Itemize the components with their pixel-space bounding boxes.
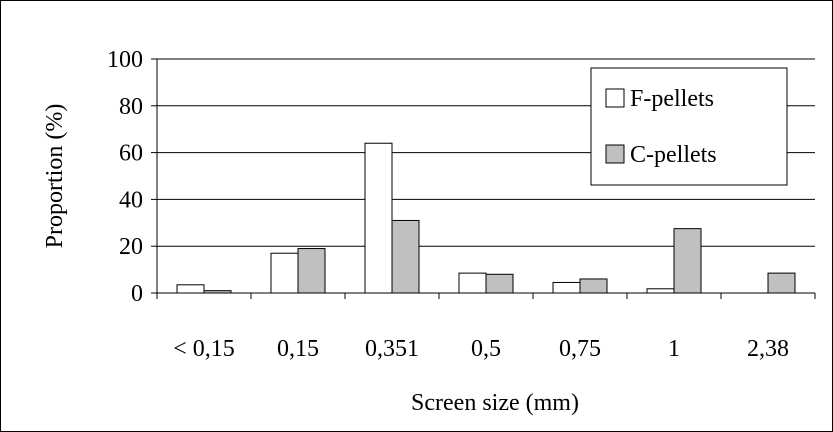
legend: F-pellets C-pellets — [590, 67, 788, 186]
y-tick-label: 40 — [119, 187, 143, 213]
y-tick-label: 20 — [119, 234, 143, 260]
x-axis-title: Screen size (mm) — [411, 390, 579, 416]
gridlines — [157, 58, 815, 247]
y-tick-label: 0 — [131, 281, 143, 307]
legend-box — [590, 67, 788, 186]
legend-swatch-c-pellets — [605, 144, 625, 164]
x-tick-label: 2,38 — [747, 336, 789, 362]
bar-f-pellets-1 — [270, 252, 299, 294]
bar-f-pellets-0 — [176, 284, 205, 294]
bar-c-pellets-6 — [767, 272, 796, 294]
y-axis-title: Proportion (%) — [42, 104, 68, 249]
x-tick-label: 0,15 — [277, 336, 319, 362]
bars — [176, 142, 796, 294]
x-tick-label: 0,75 — [559, 336, 601, 362]
y-tick-labels: 0 20 40 60 80 100 — [107, 47, 143, 307]
x-tick-label: 0,5 — [471, 336, 501, 362]
bar-c-pellets-2 — [391, 219, 420, 294]
y-tick-label: 80 — [119, 94, 143, 120]
x-tick-label: 1 — [668, 336, 680, 362]
bar-f-pellets-4 — [552, 281, 581, 294]
axes — [151, 58, 816, 299]
x-tick-labels: < 0,15 0,15 0,351 0,5 0,75 1 2,38 — [173, 336, 789, 362]
bar-f-pellets-3 — [458, 272, 487, 294]
y-tick-label: 100 — [107, 47, 143, 73]
bar-c-pellets-1 — [297, 248, 326, 294]
legend-label-c-pellets: C-pellets — [630, 142, 717, 168]
legend-label-f-pellets: F-pellets — [630, 86, 714, 112]
y-tick-label: 60 — [119, 141, 143, 167]
x-tick-label: < 0,15 — [173, 336, 235, 362]
bar-f-pellets-5 — [646, 288, 675, 294]
bar-c-pellets-5 — [673, 228, 702, 294]
bar-c-pellets-4 — [579, 278, 608, 294]
bar-c-pellets-3 — [485, 273, 514, 294]
x-tick-label: 0,351 — [365, 336, 419, 362]
legend-swatch-f-pellets — [605, 88, 625, 108]
bar-f-pellets-2 — [364, 142, 393, 294]
